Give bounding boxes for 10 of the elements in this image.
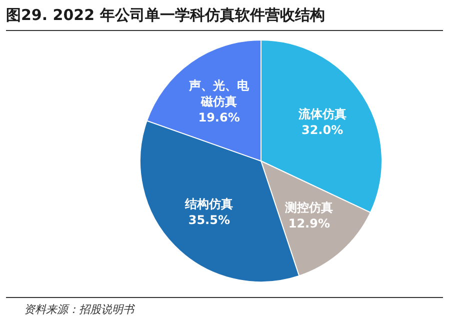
slice-label: 声、光、电磁仿真 (188, 78, 250, 109)
data-label: 35.5% (188, 212, 230, 227)
slice-label: 测控仿真 (284, 200, 334, 214)
data-label: 12.9% (288, 216, 330, 230)
chart-title: 图29. 2022 年公司单一学科仿真软件营收结构 (6, 6, 325, 25)
slice-label: 结构仿真 (184, 196, 234, 211)
data-label: 19.6% (198, 110, 240, 125)
data-label: 32.0% (301, 123, 344, 138)
text: 资料来源：招股说明书 (24, 302, 134, 317)
slice-label: 流体仿真 (297, 107, 346, 122)
